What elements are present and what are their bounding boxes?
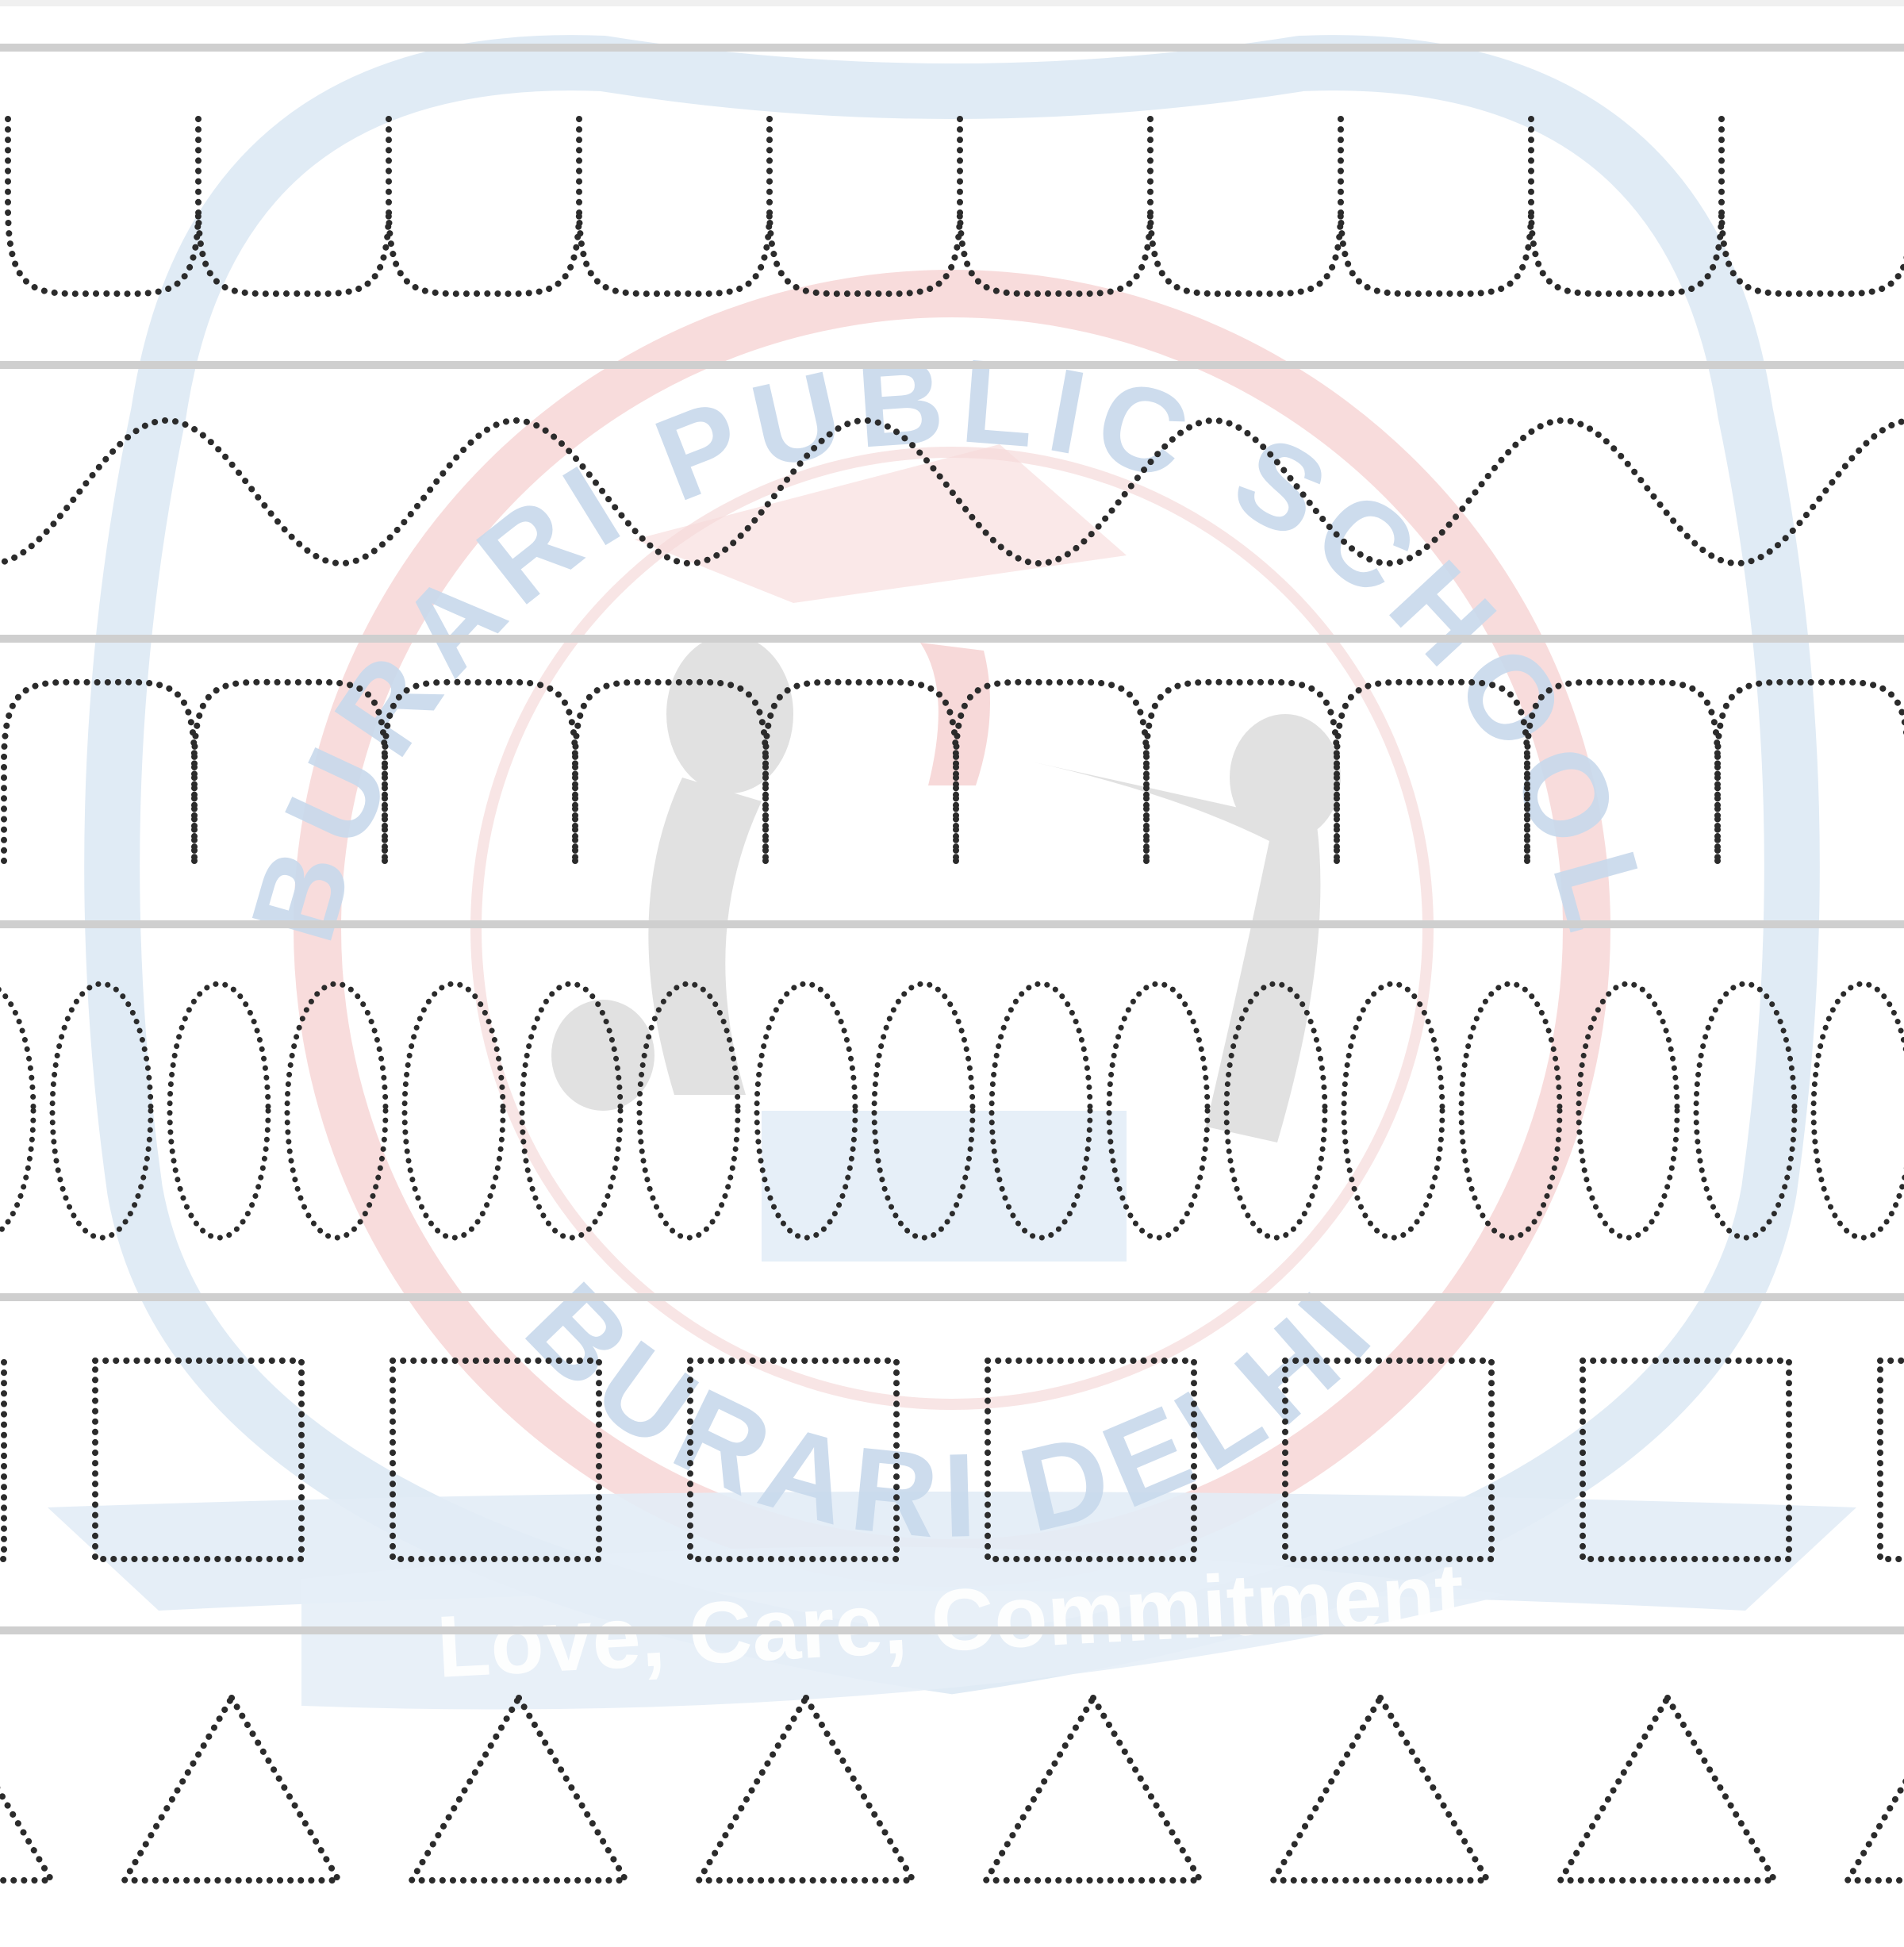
square [0, 1358, 7, 1562]
triangle [1555, 1692, 1780, 1884]
row-triangles [0, 1692, 1904, 1884]
triangle [1842, 1778, 1904, 1884]
m-arch [572, 678, 769, 864]
u-loop [576, 116, 773, 298]
m-arch [953, 678, 1150, 864]
rule-line [0, 0, 1904, 6]
square [390, 1358, 602, 1562]
oval [871, 981, 976, 1241]
m-arch [1714, 678, 1904, 864]
m-arch [1524, 678, 1721, 864]
rule-line [0, 920, 1904, 928]
rule-line [0, 1626, 1904, 1634]
u-loop [1147, 116, 1344, 298]
triangle [1268, 1692, 1493, 1884]
triangle [693, 1692, 919, 1884]
oval [1458, 981, 1563, 1241]
oval [167, 981, 271, 1241]
oval [1341, 981, 1445, 1241]
square [1877, 1358, 1904, 1562]
oval [1223, 981, 1328, 1241]
oval [1810, 981, 1904, 1241]
u-loop [957, 116, 1154, 298]
u-loop [5, 116, 202, 298]
u-loop [1338, 116, 1534, 298]
square [985, 1358, 1197, 1562]
triangle [406, 1692, 631, 1884]
m-arch [191, 678, 388, 864]
m-arch [1, 678, 198, 864]
oval [0, 987, 36, 1235]
m-arch [1334, 678, 1530, 864]
square [1580, 1358, 1792, 1562]
row-squares [0, 1358, 1904, 1562]
u-loop [1718, 116, 1904, 298]
oval [754, 981, 858, 1241]
oval [49, 981, 154, 1241]
u-loop [386, 116, 582, 298]
oval [401, 981, 506, 1241]
row-wave [0, 417, 1904, 566]
m-arch [382, 678, 578, 864]
oval [1106, 981, 1211, 1241]
square [1282, 1358, 1495, 1562]
oval [284, 981, 389, 1241]
row-m-arches [1, 678, 1904, 864]
u-loop [195, 116, 392, 298]
m-arch [762, 678, 959, 864]
oval [519, 981, 624, 1241]
wave-line [0, 417, 1904, 566]
rule-line [0, 1293, 1904, 1301]
row-u-loops [5, 116, 1904, 298]
rule-line [0, 361, 1904, 369]
rule-line [0, 635, 1904, 643]
u-loop [766, 116, 963, 298]
rule-line [0, 44, 1904, 52]
triangle [0, 1786, 57, 1884]
square [687, 1358, 900, 1562]
row-overlapping-ovals [0, 981, 1904, 1241]
oval [1576, 981, 1680, 1241]
u-loop [1528, 116, 1725, 298]
square [92, 1358, 305, 1562]
oval [1693, 981, 1798, 1241]
m-arch [1143, 678, 1340, 864]
triangle [119, 1692, 344, 1884]
triangle [981, 1692, 1206, 1884]
oval [988, 981, 1093, 1241]
oval [636, 981, 741, 1241]
